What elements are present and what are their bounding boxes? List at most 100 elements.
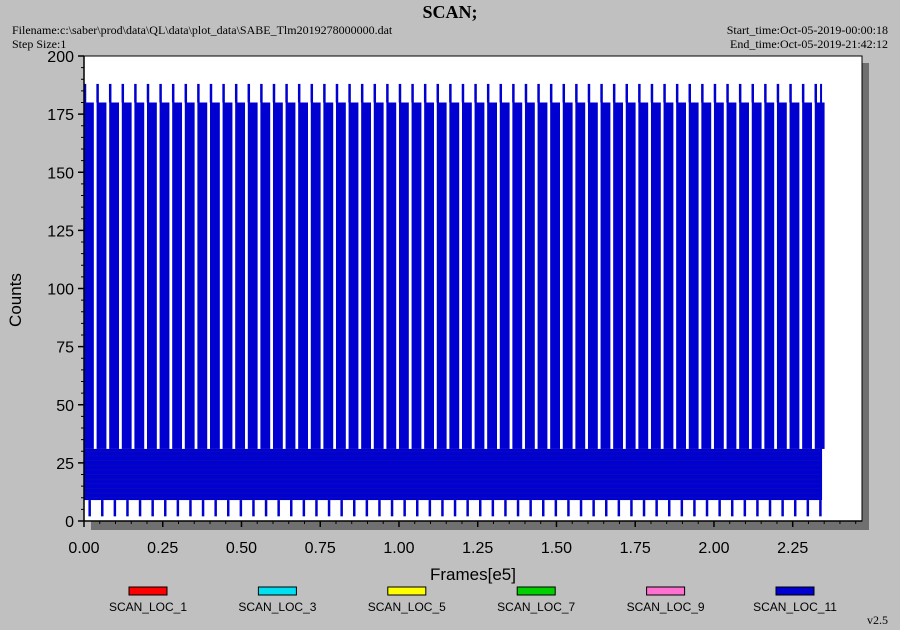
scan-block	[398, 102, 409, 449]
legend: SCAN_LOC_1 SCAN_LOC_3 SCAN_LOC_5 SCAN_LOC_7…	[109, 586, 837, 614]
legend-swatch-scan-loc-1	[128, 586, 168, 596]
scan-block	[222, 102, 233, 449]
end-time-text: End_time:Oct-05-2019-21:42:12	[730, 37, 888, 51]
y-tick-label: 100	[47, 282, 74, 299]
y-tick-label: 75	[56, 340, 74, 357]
scan-block	[209, 102, 220, 449]
scan-block	[109, 102, 120, 449]
scan-block	[235, 102, 246, 449]
time-info: Start_time:Oct-05-2019-00:00:18 End_time…	[727, 23, 888, 51]
legend-label-scan-loc-9: SCAN_LOC_9	[627, 600, 705, 614]
legend-swatch-scan-loc-11	[775, 586, 815, 596]
scan-block	[499, 102, 510, 449]
x-tick-label: 0.50	[226, 540, 257, 557]
x-axis-label: Frames[e5]	[430, 565, 516, 584]
scan-block	[335, 102, 346, 449]
scan-block	[461, 102, 472, 449]
y-tick-label: 0	[65, 514, 74, 531]
scan-block	[562, 102, 573, 449]
scan-block	[247, 102, 258, 449]
scan-block	[96, 102, 107, 449]
scan-block	[474, 102, 485, 449]
scan-block	[739, 102, 749, 449]
scan-block	[134, 102, 145, 449]
scan-block	[197, 102, 208, 449]
legend-label-scan-loc-5: SCAN_LOC_5	[368, 600, 446, 614]
legend-label-scan-loc-11: SCAN_LOC_11	[753, 600, 837, 614]
scan-block	[84, 102, 94, 449]
scan-block	[776, 102, 787, 449]
scan-block	[159, 102, 170, 449]
scan-block	[713, 102, 724, 449]
scan-block	[260, 102, 271, 449]
scan-block	[638, 102, 649, 449]
y-tick-label: 125	[47, 223, 74, 240]
scan-block	[600, 102, 611, 449]
x-tick-label: 2.25	[777, 540, 808, 557]
scan-block	[285, 102, 296, 449]
scan-block	[751, 102, 762, 449]
axis-layer: 0 25 50 75 100 125 150 175 200 0.00 0.25 0.50 0.75 1.…	[47, 49, 862, 557]
y-tick-label: 25	[56, 456, 74, 473]
scan-block	[802, 102, 812, 449]
scan-block	[550, 102, 560, 449]
legend-swatch-scan-loc-5	[387, 586, 427, 596]
start-time-text: Start_time:Oct-05-2019-00:00:18	[726, 23, 888, 37]
scan-block	[814, 102, 825, 449]
scan-block	[272, 102, 283, 449]
data-layer	[83, 83, 825, 517]
scan-block	[411, 102, 422, 449]
y-tick-label: 200	[47, 49, 74, 66]
scan-block	[726, 102, 737, 449]
legend-label-scan-loc-3: SCAN_LOC_3	[238, 600, 316, 614]
y-tick-label: 150	[47, 165, 74, 182]
x-tick-label: 1.00	[383, 540, 414, 557]
scan-block	[663, 102, 674, 449]
x-tick-label: 0.25	[147, 540, 178, 557]
scan-block	[436, 102, 447, 449]
scan-block	[487, 102, 498, 449]
scan-block	[537, 102, 548, 449]
y-axis-label: Counts	[6, 273, 25, 327]
scan-block	[587, 102, 598, 449]
scan-block	[298, 102, 309, 449]
x-tick-label: 1.25	[462, 540, 493, 557]
chart-title: SCAN;	[422, 2, 478, 22]
scan-block	[512, 102, 523, 449]
scan-block	[121, 102, 132, 449]
scan-block	[323, 102, 334, 449]
legend-label-scan-loc-1: SCAN_LOC_1	[109, 600, 187, 614]
x-tick-label: 0.00	[68, 540, 99, 557]
filename-text: Filename:c:\saber\prod\data\QL\data\plot…	[12, 23, 393, 37]
scan-block	[688, 102, 699, 449]
scan-block	[386, 102, 397, 449]
scan-block	[701, 102, 712, 449]
scan-block	[613, 102, 623, 449]
scan-block	[676, 102, 686, 449]
y-tick-label: 175	[47, 107, 74, 124]
y-tick-label: 50	[56, 398, 74, 415]
scan-block	[424, 102, 435, 449]
scan-block	[764, 102, 775, 449]
scan-block	[449, 102, 460, 449]
scan-block	[361, 102, 372, 449]
x-tick-label: 2.00	[698, 540, 729, 557]
scan-block	[575, 102, 586, 449]
x-tick-label: 1.50	[541, 540, 572, 557]
x-tick-label: 1.75	[620, 540, 651, 557]
scan-block	[650, 102, 661, 449]
version-text: v2.5	[867, 613, 888, 627]
scan-block	[310, 102, 321, 449]
scan-block	[373, 102, 384, 449]
x-tick-label: 0.75	[305, 540, 336, 557]
file-info: Filename:c:\saber\prod\data\QL\data\plot…	[12, 23, 392, 51]
legend-swatch-scan-loc-9	[646, 586, 686, 596]
legend-swatch-scan-loc-7	[516, 586, 556, 596]
step-size-text: Step Size:1	[12, 37, 67, 51]
scan-block	[146, 102, 157, 449]
scan-block	[625, 102, 636, 449]
scan-block	[348, 102, 359, 449]
legend-label-scan-loc-7: SCAN_LOC_7	[497, 600, 575, 614]
scan-block	[524, 102, 535, 449]
